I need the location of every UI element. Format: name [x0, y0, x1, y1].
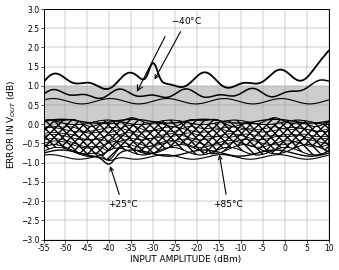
Y-axis label: ERROR IN V$_{OUT}$ (dB): ERROR IN V$_{OUT}$ (dB): [5, 79, 18, 169]
Text: +25°C: +25°C: [108, 167, 137, 209]
Text: +85°C: +85°C: [213, 156, 243, 209]
X-axis label: INPUT AMPLITUDE (dBm): INPUT AMPLITUDE (dBm): [131, 255, 242, 264]
Text: $-$40°C: $-$40°C: [155, 15, 202, 79]
Bar: [43, 86, 328, 124]
